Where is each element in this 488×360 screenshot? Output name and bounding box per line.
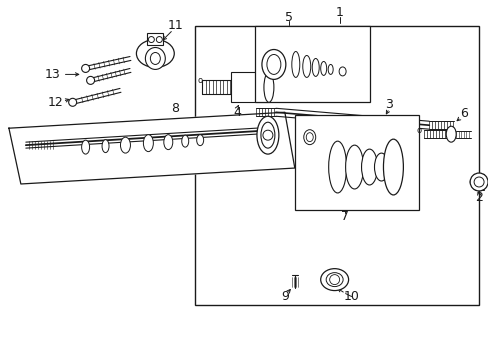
Ellipse shape [145,48,165,69]
Ellipse shape [328,141,346,193]
Bar [195,26,478,305]
Text: 12: 12 [48,96,63,109]
Ellipse shape [291,51,299,77]
Ellipse shape [339,67,346,76]
Circle shape [68,98,77,106]
Text: 1: 1 [335,6,343,19]
Ellipse shape [256,116,278,154]
Ellipse shape [102,140,109,153]
Ellipse shape [383,139,403,195]
Ellipse shape [312,58,319,76]
Text: 3: 3 [385,98,392,111]
Text: 5: 5 [284,11,292,24]
Polygon shape [9,112,294,184]
Bar [147,32,163,45]
Ellipse shape [303,130,315,145]
Ellipse shape [182,135,188,147]
Ellipse shape [262,50,285,80]
Text: 7: 7 [340,210,348,223]
Ellipse shape [81,140,89,154]
Ellipse shape [261,122,274,148]
Text: 4: 4 [233,106,241,119]
Text: 13: 13 [45,68,61,81]
Text: o: o [416,126,421,135]
Ellipse shape [345,145,363,189]
Ellipse shape [136,40,174,67]
Circle shape [81,64,89,72]
Circle shape [469,173,487,191]
Ellipse shape [264,72,273,102]
Ellipse shape [143,135,153,152]
Ellipse shape [120,137,130,153]
Bar [230,72,268,102]
Ellipse shape [327,64,332,75]
Bar [294,115,419,210]
Bar [254,26,369,102]
Ellipse shape [320,269,348,291]
Ellipse shape [374,153,387,181]
Ellipse shape [361,149,377,185]
Text: 9: 9 [280,290,288,303]
Ellipse shape [320,62,326,75]
Text: 6: 6 [459,107,467,120]
Text: 2: 2 [474,192,482,204]
Text: 11: 11 [167,19,183,32]
Text: 8: 8 [171,102,179,115]
Ellipse shape [196,135,203,146]
Ellipse shape [325,273,343,287]
Text: 10: 10 [343,290,359,303]
Text: o: o [197,76,203,85]
Ellipse shape [302,55,310,77]
Ellipse shape [163,135,172,150]
Circle shape [86,76,94,84]
Ellipse shape [446,126,455,142]
